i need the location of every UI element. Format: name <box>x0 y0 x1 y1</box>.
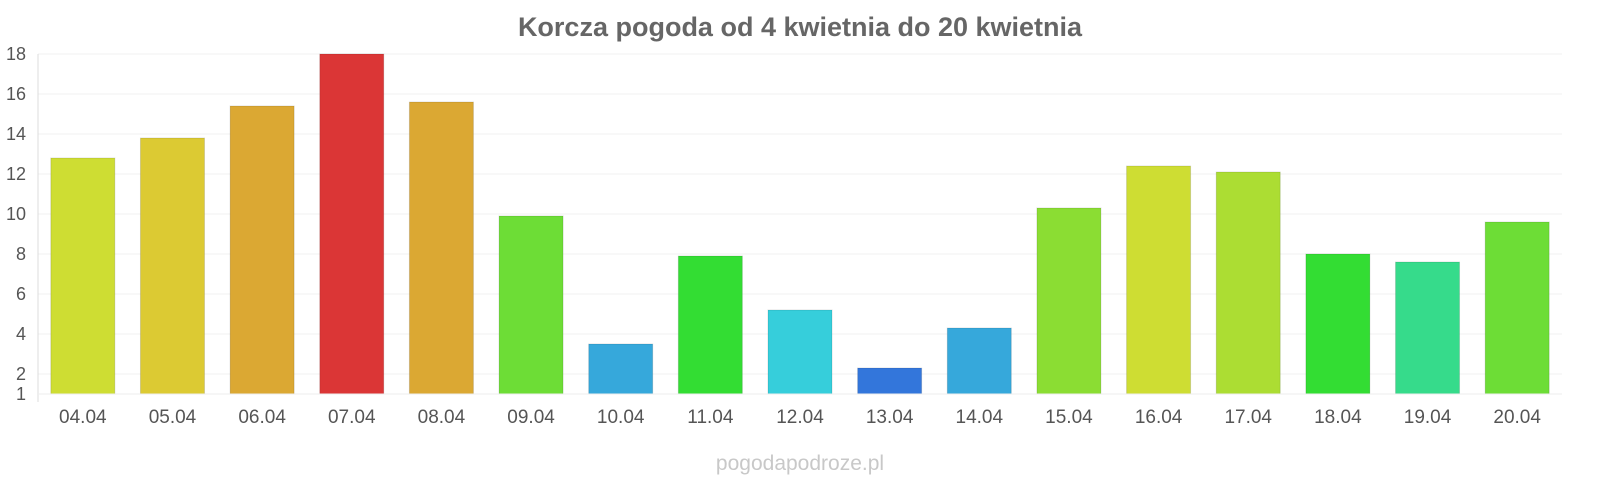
x-tick-label: 12.04 <box>776 407 824 428</box>
y-tick-label: 12 <box>6 164 26 184</box>
bar-15.04 <box>1036 207 1102 395</box>
x-tick-label: 19.04 <box>1404 407 1452 428</box>
x-tick-label: 06.04 <box>238 407 286 428</box>
chart-title: Korcza pogoda od 4 kwietnia do 20 kwietn… <box>518 12 1083 42</box>
bar-08.04 <box>408 101 474 395</box>
x-axis: 04.04 05.04 06.04 07.04 08.04 09.04 10.04 11.04… <box>38 393 1562 428</box>
bar-13.04 <box>857 367 923 395</box>
bar-16.04 <box>1126 165 1192 395</box>
y-tick-label: 8 <box>16 244 26 264</box>
x-tick-label: 14.04 <box>956 407 1004 428</box>
y-tick-label: 4 <box>16 324 26 344</box>
x-tick-label: 11.04 <box>687 407 734 428</box>
x-tick-label: 04.04 <box>59 407 107 428</box>
bar-18.04 <box>1305 253 1371 395</box>
y-tick-label: 16 <box>6 84 26 104</box>
bar-10.04 <box>588 343 654 395</box>
bar-05.04 <box>139 137 205 395</box>
x-tick-label: 16.04 <box>1135 407 1183 428</box>
bar-09.04 <box>498 215 564 395</box>
bar-07.04 <box>319 53 385 395</box>
y-axis: 12 4 6 8 10 12 14 16 18 <box>6 44 39 404</box>
bar-06.04 <box>229 105 295 395</box>
x-tick-label: 07.04 <box>328 407 376 428</box>
x-tick-label: 05.04 <box>149 407 197 428</box>
y-tick-label: 6 <box>16 284 26 304</box>
x-tick-label: 15.04 <box>1045 407 1093 428</box>
x-tick-label: 08.04 <box>418 407 466 428</box>
bars <box>50 53 1550 395</box>
bar-12.04 <box>767 309 833 395</box>
bar-17.04 <box>1215 171 1281 395</box>
x-tick-label: 13.04 <box>866 407 914 428</box>
y-tick-label: 14 <box>6 124 26 144</box>
y-tick-label: 1 <box>16 384 26 404</box>
watermark-text: pogodapodroze.pl <box>716 452 884 475</box>
bar-04.04 <box>50 157 116 395</box>
x-tick-label: 18.04 <box>1314 407 1362 428</box>
y-tick-label: 18 <box>6 44 26 64</box>
y-tick-label: 2 <box>16 364 26 384</box>
x-tick-label: 10.04 <box>597 407 645 428</box>
x-tick-label: 09.04 <box>507 407 555 428</box>
bar-11.04 <box>677 255 743 395</box>
x-tick-label: 17.04 <box>1224 407 1272 428</box>
x-tick-label: 20.04 <box>1493 407 1541 428</box>
bar-20.04 <box>1484 221 1550 395</box>
bar-14.04 <box>946 327 1012 395</box>
y-tick-label: 10 <box>6 204 26 224</box>
bar-19.04 <box>1395 261 1461 395</box>
